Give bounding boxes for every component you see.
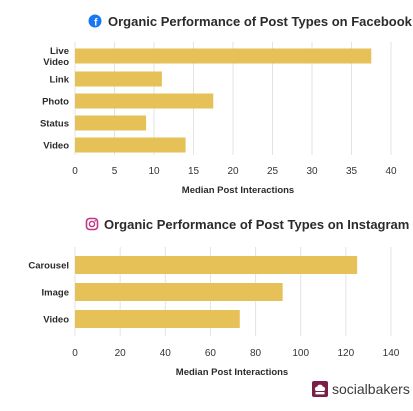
facebook-tick-label: 35 <box>346 166 358 177</box>
facebook-category-label: Status <box>40 119 69 130</box>
instagram-tick-label: 40 <box>160 348 172 359</box>
facebook-category-label: Live Video <box>43 46 69 68</box>
facebook-bar <box>75 48 372 64</box>
facebook-bar <box>75 71 162 87</box>
facebook-category-label: Link <box>49 75 69 86</box>
instagram-category-label: Image <box>42 288 69 299</box>
instagram-tick-label: 20 <box>115 348 127 359</box>
facebook-chart-title: Organic Performance of Post Types on Fac… <box>108 14 413 29</box>
facebook-bar <box>75 93 214 109</box>
instagram-tick-label: 120 <box>338 348 355 359</box>
instagram-chart-title: Organic Performance of Post Types on Ins… <box>104 217 409 232</box>
facebook-tick-label: 20 <box>227 166 239 177</box>
instagram-bar <box>75 283 283 301</box>
facebook-tick-label: 25 <box>267 166 279 177</box>
facebook-bar <box>75 137 186 153</box>
instagram-tick-label: 0 <box>72 348 78 359</box>
facebook-bar <box>75 115 147 131</box>
instagram-x-axis-title: Median Post Interactions <box>176 367 288 378</box>
facebook-tick-label: 40 <box>385 166 397 177</box>
instagram-bar <box>75 310 240 328</box>
facebook-tick-label: 15 <box>188 166 200 177</box>
instagram-tick-label: 80 <box>250 348 262 359</box>
svg-text:f: f <box>94 17 98 28</box>
facebook-tick-label: 0 <box>72 166 78 177</box>
facebook-tick-label: 30 <box>306 166 318 177</box>
facebook-icon: f <box>88 14 102 28</box>
facebook-chart: f Organic Performance of Post Types on F… <box>40 14 413 196</box>
instagram-category-label: Carousel <box>28 261 69 272</box>
facebook-category-label: Video <box>43 141 69 152</box>
instagram-tick-label: 140 <box>383 348 400 359</box>
socialbakers-logo: socialbakers <box>312 381 410 397</box>
instagram-icon <box>85 217 99 231</box>
instagram-tick-label: 60 <box>205 348 217 359</box>
facebook-tick-label: 5 <box>112 166 118 177</box>
instagram-tick-label: 100 <box>292 348 309 359</box>
instagram-chart: Organic Performance of Post Types on Ins… <box>28 217 409 378</box>
instagram-bar <box>75 256 358 274</box>
facebook-tick-label: 10 <box>148 166 160 177</box>
instagram-category-label: Video <box>43 315 69 326</box>
facebook-category-label: Photo <box>42 97 69 108</box>
facebook-x-axis-title: Median Post Interactions <box>182 185 294 196</box>
brand-name: socialbakers <box>332 381 410 397</box>
